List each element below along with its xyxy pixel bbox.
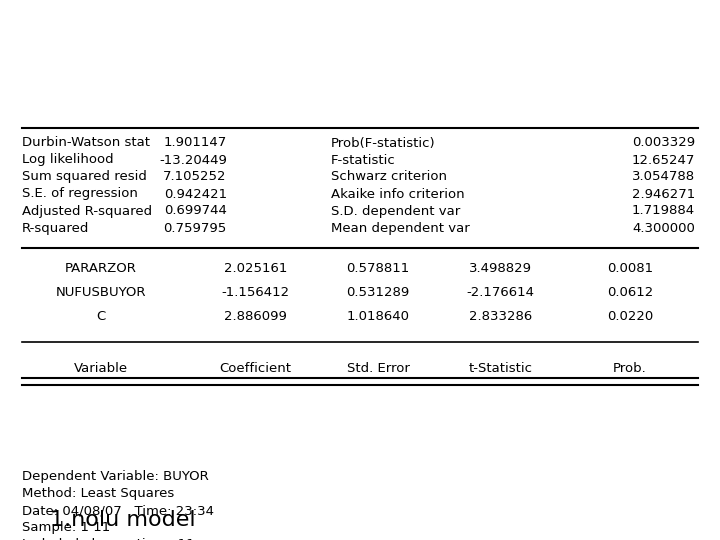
Text: Mean dependent var: Mean dependent var bbox=[331, 221, 470, 234]
Text: Akaike info criterion: Akaike info criterion bbox=[331, 187, 465, 200]
Text: 1.018640: 1.018640 bbox=[346, 309, 410, 322]
Text: 3.054788: 3.054788 bbox=[631, 171, 695, 184]
Text: Variable: Variable bbox=[73, 362, 128, 375]
Text: Durbin-Watson stat: Durbin-Watson stat bbox=[22, 137, 150, 150]
Text: Log likelihood: Log likelihood bbox=[22, 153, 113, 166]
Text: S.E. of regression: S.E. of regression bbox=[22, 187, 138, 200]
Text: 0.942421: 0.942421 bbox=[163, 187, 227, 200]
Text: NUFUSBUYOR: NUFUSBUYOR bbox=[55, 286, 146, 299]
Text: 4.300000: 4.300000 bbox=[632, 221, 695, 234]
Text: Std. Error: Std. Error bbox=[346, 362, 410, 375]
Text: 0.759795: 0.759795 bbox=[163, 221, 227, 234]
Text: Sum squared resid: Sum squared resid bbox=[22, 171, 146, 184]
Text: -2.176614: -2.176614 bbox=[467, 286, 534, 299]
Text: Prob(F-statistic): Prob(F-statistic) bbox=[331, 137, 436, 150]
Text: -1.156412: -1.156412 bbox=[222, 286, 289, 299]
Text: 1.nolu model: 1.nolu model bbox=[50, 510, 196, 530]
Text: 3.498829: 3.498829 bbox=[469, 261, 532, 274]
Text: Date: 04/08/07   Time: 23:34: Date: 04/08/07 Time: 23:34 bbox=[22, 504, 214, 517]
Text: 2.886099: 2.886099 bbox=[224, 309, 287, 322]
Text: Prob.: Prob. bbox=[613, 362, 647, 375]
Text: 0.003329: 0.003329 bbox=[631, 137, 695, 150]
Text: 0.0081: 0.0081 bbox=[607, 261, 653, 274]
Text: R-squared: R-squared bbox=[22, 221, 89, 234]
Text: 0.578811: 0.578811 bbox=[346, 261, 410, 274]
Text: -13.20449: -13.20449 bbox=[159, 153, 227, 166]
Text: 7.105252: 7.105252 bbox=[163, 171, 227, 184]
Text: 2.946271: 2.946271 bbox=[631, 187, 695, 200]
Text: 12.65247: 12.65247 bbox=[631, 153, 695, 166]
Text: 1.901147: 1.901147 bbox=[163, 137, 227, 150]
Text: Dependent Variable: BUYOR: Dependent Variable: BUYOR bbox=[22, 470, 208, 483]
Text: 2.025161: 2.025161 bbox=[224, 261, 287, 274]
Text: 0.531289: 0.531289 bbox=[346, 286, 410, 299]
Text: 0.0220: 0.0220 bbox=[607, 309, 653, 322]
Text: S.D. dependent var: S.D. dependent var bbox=[331, 205, 461, 218]
Text: t-Statistic: t-Statistic bbox=[469, 362, 532, 375]
Text: Adjusted R-squared: Adjusted R-squared bbox=[22, 205, 152, 218]
Text: Coefficient: Coefficient bbox=[220, 362, 292, 375]
Text: Method: Least Squares: Method: Least Squares bbox=[22, 487, 174, 500]
Text: PARARZOR: PARARZOR bbox=[65, 261, 137, 274]
Text: Schwarz criterion: Schwarz criterion bbox=[331, 171, 447, 184]
Text: Sample: 1 11: Sample: 1 11 bbox=[22, 521, 110, 534]
Text: 0.0612: 0.0612 bbox=[607, 286, 653, 299]
Text: 2.833286: 2.833286 bbox=[469, 309, 532, 322]
Text: F-statistic: F-statistic bbox=[331, 153, 396, 166]
Text: C: C bbox=[96, 309, 105, 322]
Text: Included observations: 11: Included observations: 11 bbox=[22, 538, 194, 540]
Text: 1.719884: 1.719884 bbox=[631, 205, 695, 218]
Text: 0.699744: 0.699744 bbox=[164, 205, 227, 218]
